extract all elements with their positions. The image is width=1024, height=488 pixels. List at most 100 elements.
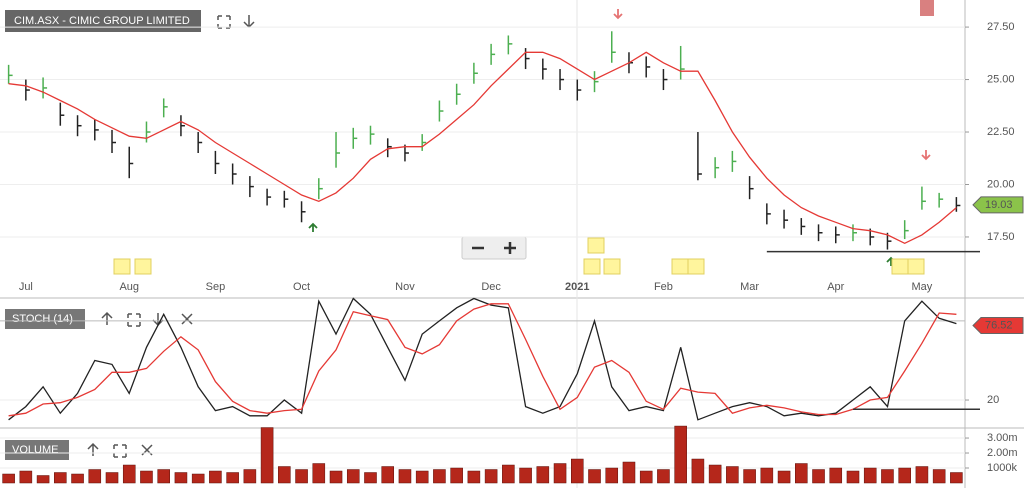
stoch-line	[8, 297, 957, 421]
event-icon[interactable]	[891, 258, 909, 275]
event-icons[interactable]	[113, 237, 925, 275]
volume-bar	[691, 458, 705, 484]
volume-bar	[898, 467, 911, 484]
price-badge	[972, 196, 1024, 214]
y-tick-label: 17.50	[987, 231, 1015, 243]
y-tick-label: 27.50	[987, 21, 1015, 33]
fullscreen-icon[interactable]	[217, 15, 231, 29]
stoch-line	[8, 303, 957, 417]
volume-bar	[2, 473, 15, 484]
volume-bar	[398, 469, 412, 484]
x-tick-label: Oct	[293, 281, 310, 293]
y-tick-label: 2.00m	[987, 447, 1018, 459]
volume-bar	[381, 466, 395, 484]
y-tick-label: 1000k	[987, 462, 1017, 474]
volume-bar	[226, 472, 239, 484]
y-tick-label: 3.00m	[987, 432, 1018, 444]
volume-bar	[450, 467, 463, 484]
volume-bar	[846, 470, 860, 484]
volume-bar	[174, 472, 188, 484]
chart-title: CIM.ASX - CIMIC GROUP LIMITED	[14, 15, 190, 27]
y-tick-label: 25.00	[987, 73, 1015, 85]
zoom-buttons[interactable]	[461, 236, 527, 260]
event-icon[interactable]	[587, 237, 605, 254]
volume-bar	[657, 469, 670, 484]
volume-bar	[105, 472, 119, 484]
volume-bar	[243, 469, 257, 484]
event-icon[interactable]	[687, 258, 705, 275]
volume-bar	[433, 469, 446, 484]
volume-bar	[209, 470, 222, 484]
price-badge	[972, 317, 1024, 335]
volume-bar	[708, 464, 722, 484]
zoom-icons[interactable]	[472, 242, 516, 254]
x-tick-label: Nov	[395, 281, 415, 293]
volume-bar	[622, 461, 636, 484]
x-tick-label: Sep	[206, 281, 226, 293]
y-tick-label: 20	[987, 394, 999, 406]
volume-bar	[777, 470, 791, 484]
volume-bar	[863, 467, 877, 484]
volume-bar	[588, 469, 601, 484]
volume-bar	[605, 467, 619, 484]
event-icon[interactable]	[134, 258, 152, 275]
volume-bar	[812, 469, 825, 484]
event-icon[interactable]	[583, 258, 601, 275]
volume-bar	[329, 470, 343, 484]
volume-bar	[157, 469, 170, 484]
volume-bar	[795, 463, 808, 484]
volume-bar	[312, 463, 326, 484]
volume-bar	[54, 472, 67, 484]
volume-bar	[484, 469, 498, 484]
x-tick-label: Feb	[654, 281, 673, 293]
event-icon[interactable]	[671, 258, 689, 275]
price-badge-label: 19.03	[985, 199, 1013, 211]
stoch-title-box	[5, 309, 85, 329]
fullscreen-icon[interactable]	[127, 313, 141, 327]
volume-bar	[674, 425, 687, 484]
volume-bar	[19, 470, 33, 484]
volume-bar	[346, 469, 360, 484]
volume-bar	[502, 464, 515, 484]
x-tick-label: May	[912, 281, 933, 293]
sell-arrow	[921, 150, 931, 161]
volume-bar	[88, 469, 102, 484]
up-icon[interactable]	[101, 311, 113, 325]
x-tick-label: Aug	[119, 281, 139, 293]
volume-bar	[553, 463, 567, 484]
moving-average	[8, 51, 957, 245]
volume-bar	[743, 469, 756, 484]
x-tick-label: Dec	[481, 281, 501, 293]
volume-bar	[415, 470, 429, 484]
x-tick-label: 2021	[565, 281, 589, 293]
volume-bar	[295, 469, 308, 484]
sell-arrow	[613, 9, 623, 20]
volume-bar	[760, 467, 774, 484]
close-icon[interactable]	[181, 313, 193, 325]
volume-bar	[932, 469, 946, 484]
fullscreen-icon[interactable]	[113, 444, 127, 458]
volume-bar	[191, 473, 205, 484]
buy-arrow	[308, 222, 318, 232]
volume-bar	[726, 466, 739, 484]
volume-bar	[260, 427, 274, 484]
volume-bar	[915, 466, 929, 484]
volume-bar	[467, 470, 481, 484]
up-icon[interactable]	[87, 442, 99, 456]
volume-bar	[140, 470, 153, 484]
y-tick-label: 22.50	[987, 126, 1015, 138]
event-icon[interactable]	[603, 258, 621, 275]
event-icon[interactable]	[907, 258, 925, 275]
x-tick-label: Jul	[19, 281, 33, 293]
volume-bar	[639, 470, 653, 484]
volume-bar	[122, 464, 136, 484]
volume-bar	[278, 466, 291, 484]
info-flag[interactable]	[920, 0, 934, 16]
volume-bar	[950, 472, 963, 484]
volume-bar	[519, 467, 532, 484]
price-badge-label: 76.52	[985, 319, 1013, 331]
volume-title: VOLUME	[12, 444, 58, 456]
event-icon[interactable]	[113, 258, 131, 275]
y-tick-label: 20.00	[987, 178, 1015, 190]
